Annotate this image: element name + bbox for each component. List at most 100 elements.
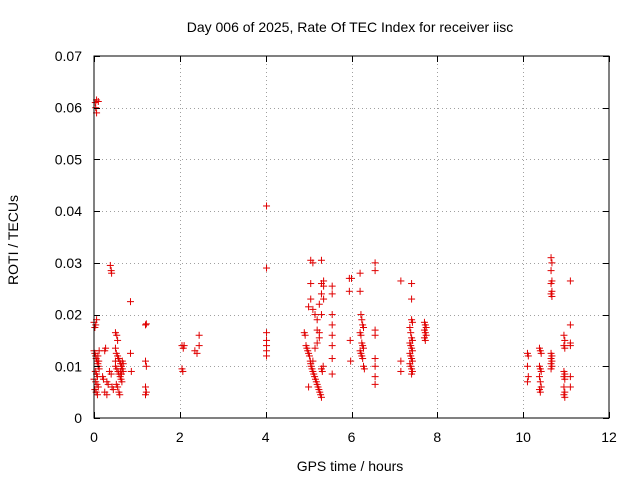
data-point <box>560 383 568 391</box>
data-point <box>328 321 336 329</box>
data-point <box>263 352 271 360</box>
data-point <box>406 324 414 331</box>
data-point <box>311 311 319 319</box>
data-point <box>317 393 325 401</box>
grid-lines <box>94 56 609 418</box>
data-point <box>317 290 325 298</box>
data-point <box>106 261 114 269</box>
data-point <box>345 287 353 295</box>
data-point <box>548 259 556 267</box>
plot-frame <box>93 55 610 419</box>
data-point <box>346 336 354 344</box>
data-point <box>179 367 187 375</box>
data-point <box>309 357 317 365</box>
data-point <box>328 311 336 319</box>
data-point <box>359 355 367 363</box>
data-point <box>116 391 124 399</box>
data-point <box>195 342 203 350</box>
data-point <box>142 357 149 365</box>
data-point <box>118 378 126 386</box>
data-point <box>371 373 379 381</box>
data-point <box>92 104 100 112</box>
data-point <box>347 357 355 365</box>
data-point <box>328 342 336 350</box>
x-tick-label: 4 <box>262 429 270 445</box>
data-point <box>102 344 110 352</box>
x-tick-label: 12 <box>601 429 617 445</box>
data-point <box>109 386 117 394</box>
x-tick-labels: 0 2 4 6 8 10 12 <box>90 429 617 445</box>
data-point <box>263 264 271 272</box>
data-point <box>357 331 365 339</box>
data-point <box>360 324 368 331</box>
y-tick-labels: 0 0.01 0.02 0.03 0.04 0.05 0.06 0.07 <box>55 48 82 426</box>
data-point <box>119 360 127 368</box>
data-point <box>101 388 109 396</box>
data-point <box>561 344 569 352</box>
data-point <box>142 391 149 399</box>
data-point <box>113 331 121 339</box>
data-point <box>111 357 119 365</box>
data-point <box>94 98 102 106</box>
data-point <box>537 349 545 357</box>
data-point <box>357 311 365 319</box>
data-point <box>108 269 116 277</box>
y-tick-label: 0.07 <box>55 48 82 64</box>
data-point <box>560 331 568 339</box>
data-point <box>408 295 416 303</box>
data-point <box>91 324 99 331</box>
data-points <box>90 96 574 401</box>
data-point <box>547 365 555 373</box>
data-point <box>317 311 325 319</box>
data-point <box>142 321 149 329</box>
data-point <box>407 329 415 337</box>
data-point <box>566 373 574 381</box>
x-tick-label: 0 <box>90 429 98 445</box>
data-point <box>348 274 355 282</box>
x-tick-label: 8 <box>433 429 441 445</box>
data-point <box>561 336 569 344</box>
data-point <box>536 378 544 386</box>
data-point <box>566 342 574 350</box>
data-point <box>127 367 135 375</box>
data-point <box>309 259 317 267</box>
data-point <box>305 383 313 391</box>
data-point <box>371 267 379 275</box>
data-point <box>315 329 323 337</box>
data-point <box>328 370 336 378</box>
x-tick-label: 10 <box>515 429 531 445</box>
data-point <box>523 378 531 386</box>
data-point <box>397 357 405 365</box>
data-point <box>126 298 134 306</box>
data-point <box>263 202 271 210</box>
data-point <box>313 316 321 324</box>
data-point <box>180 342 188 350</box>
y-tick-label: 0.02 <box>55 307 82 323</box>
y-tick-label: 0.05 <box>55 151 82 167</box>
data-point <box>95 357 103 365</box>
data-point <box>421 336 429 344</box>
data-point <box>547 267 555 275</box>
data-point <box>318 367 326 375</box>
data-point <box>371 259 379 267</box>
data-point <box>309 305 317 313</box>
data-point <box>547 254 555 262</box>
data-point <box>328 282 336 290</box>
data-point <box>305 352 313 360</box>
data-point <box>313 339 321 347</box>
data-point <box>307 295 315 303</box>
data-point <box>547 280 555 288</box>
data-point <box>94 352 102 360</box>
data-point <box>536 388 544 396</box>
data-point <box>320 295 328 303</box>
data-point <box>566 321 574 329</box>
data-point <box>328 331 336 339</box>
data-point <box>315 300 323 308</box>
y-tick-label: 0 <box>74 410 82 426</box>
data-point <box>305 303 313 311</box>
data-point <box>328 355 336 363</box>
data-point <box>307 280 315 288</box>
data-point <box>195 331 203 339</box>
data-point <box>371 362 379 370</box>
